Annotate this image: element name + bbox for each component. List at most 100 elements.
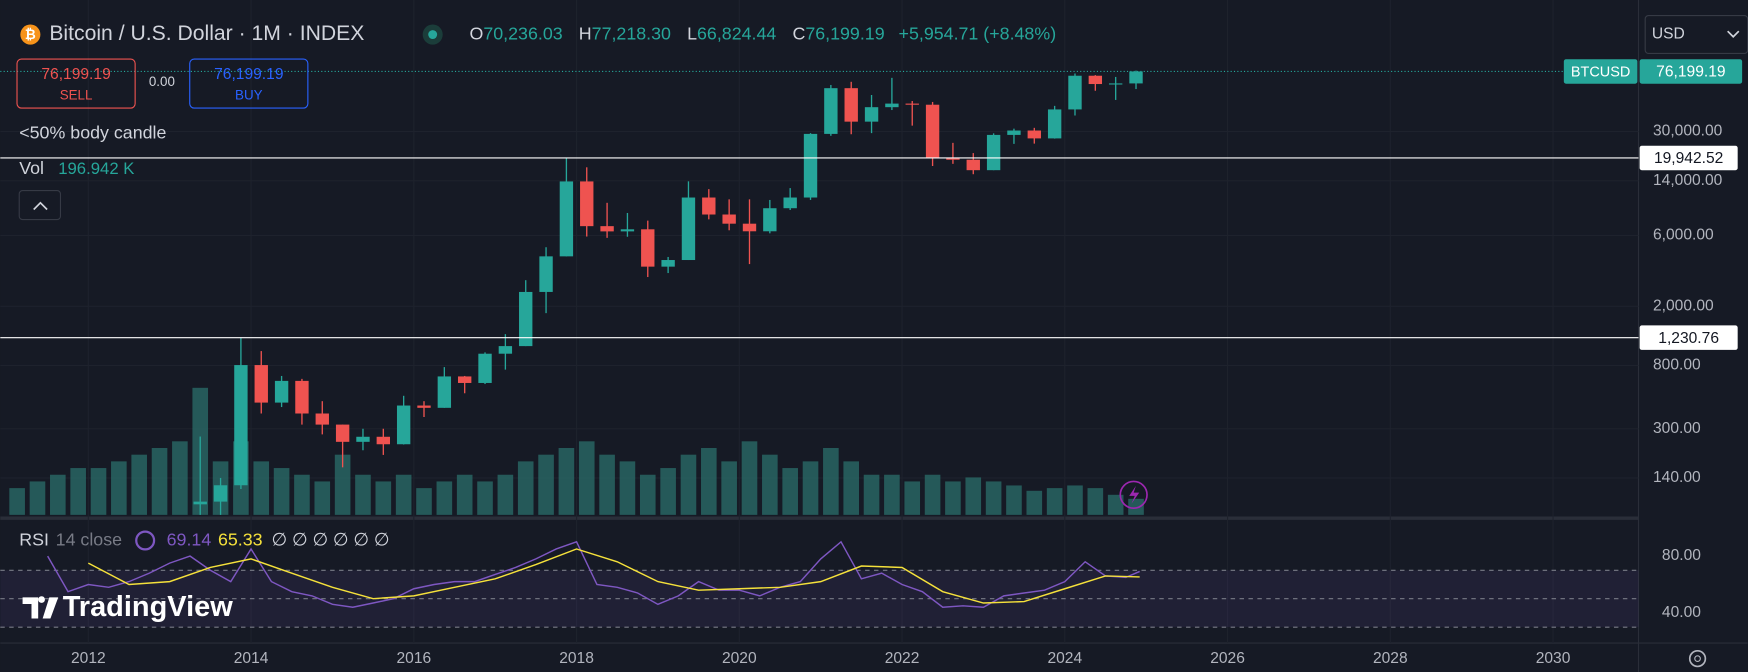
dropdown-icon[interactable] [1727, 30, 1740, 38]
candle-body [539, 256, 553, 292]
volume-bar [578, 441, 595, 515]
candle-body [295, 380, 309, 414]
sell-button[interactable]: 76,199.19 SELL [16, 58, 136, 109]
volume-bar [802, 461, 819, 515]
rsi-name: RSI [19, 529, 49, 549]
coin-symbol: ₿ [25, 27, 36, 42]
candle-body [417, 405, 431, 408]
sell-label[interactable]: SELL [60, 87, 93, 102]
rsi-line [87, 548, 1140, 604]
candle-body [722, 214, 736, 224]
volume-bar [884, 474, 900, 515]
x-tick-label: 2020 [722, 650, 757, 667]
settings-icon[interactable] [1688, 649, 1707, 668]
candle-body [925, 104, 940, 159]
candle-body [763, 208, 777, 232]
buy-price[interactable]: 76,199.19 [214, 66, 283, 83]
bolt-button[interactable] [1119, 480, 1148, 510]
volume-bar [823, 448, 839, 515]
volume-bar [680, 454, 697, 515]
candle-body [1108, 83, 1123, 85]
change: +5,954.71 (+8.48%) [899, 23, 1057, 43]
candle-body [681, 197, 696, 261]
y-tick-label: 300.00 [1653, 420, 1701, 437]
candle-body [498, 346, 513, 354]
volume-bar [1128, 498, 1144, 515]
volume-bar [1006, 485, 1022, 515]
plot [0, 70, 1639, 628]
sell-price[interactable]: 76,199.19 [41, 66, 110, 83]
volume-bar [1067, 485, 1083, 515]
logo: TradingView [22, 591, 234, 623]
candle-body [254, 365, 268, 403]
candle-body [803, 133, 818, 198]
rsi-sync-icon [135, 530, 156, 551]
volume-bar [945, 481, 961, 515]
symbol-tag-text: BTCUSD [1571, 64, 1631, 80]
logo-mark [22, 596, 59, 619]
candle-body [457, 376, 472, 383]
buy-box[interactable] [189, 58, 309, 109]
volume-bar [111, 461, 127, 515]
rsi-value: 69.14 [167, 529, 212, 549]
logo-text: TradingView [63, 591, 234, 623]
volume-bar [517, 461, 534, 515]
candle-body [864, 107, 879, 122]
settings-icon-center[interactable] [1694, 655, 1701, 662]
volume-bar [660, 468, 676, 515]
candle-body [986, 134, 1001, 171]
buy-label[interactable]: BUY [235, 87, 263, 102]
bolt-icon[interactable] [1129, 485, 1140, 504]
candle-body [559, 181, 574, 257]
candle-body [824, 88, 838, 134]
volume-bar [924, 474, 941, 515]
candle-body [335, 424, 350, 442]
candle-body [396, 405, 411, 445]
y-tick-label: 14,000.00 [1653, 172, 1723, 189]
coin-icon [20, 24, 41, 45]
candle-body [193, 501, 207, 505]
volume-bar [294, 474, 310, 515]
volume-bar [477, 481, 493, 515]
candle-body [1068, 75, 1082, 110]
open-value: 70,236.03 [483, 23, 562, 43]
collapse-icon[interactable] [33, 201, 48, 211]
volume-bar [90, 468, 107, 515]
x-tick-label: 2026 [1210, 650, 1245, 667]
rsi-line [47, 540, 1140, 608]
x-tick-label: 2028 [1373, 650, 1408, 667]
volume-label[interactable]: Vol [19, 158, 44, 178]
y-tick-label: 80.00 [1662, 547, 1701, 564]
currency[interactable]: USD [1652, 26, 1685, 43]
sell-box[interactable] [16, 58, 136, 109]
rsi-subtitle: 14 close [56, 529, 122, 549]
candle-body [213, 485, 228, 502]
candle-body [783, 197, 797, 209]
volume-bar [599, 454, 615, 515]
candle-body [620, 229, 635, 232]
volume-bar [395, 474, 412, 515]
volume-bar [334, 454, 351, 515]
collapse-button[interactable] [18, 190, 62, 221]
x-tick-label: 2016 [396, 650, 431, 667]
volume-bar [50, 474, 66, 515]
x-tick-label: 2018 [559, 650, 594, 667]
close-label: C [792, 23, 805, 43]
level-label: 1,230.76 [1658, 330, 1719, 347]
volume-bar [314, 481, 331, 515]
volume-bar [904, 481, 921, 515]
volume-bar [538, 454, 554, 515]
low-label: L [687, 23, 697, 43]
candle-body [844, 88, 858, 122]
volume-bar [436, 481, 453, 515]
x-tick-label: 2022 [885, 650, 920, 667]
volume-bar [843, 461, 860, 515]
x-tick-label: 2030 [1536, 650, 1571, 667]
close-value: 76,199.19 [805, 23, 884, 43]
buy-button[interactable]: 76,199.19 BUY [189, 58, 309, 109]
candle-body [702, 197, 716, 215]
y-tick-label: 30,000.00 [1653, 123, 1723, 140]
indicator-name[interactable]: <50% body candle [19, 122, 166, 142]
